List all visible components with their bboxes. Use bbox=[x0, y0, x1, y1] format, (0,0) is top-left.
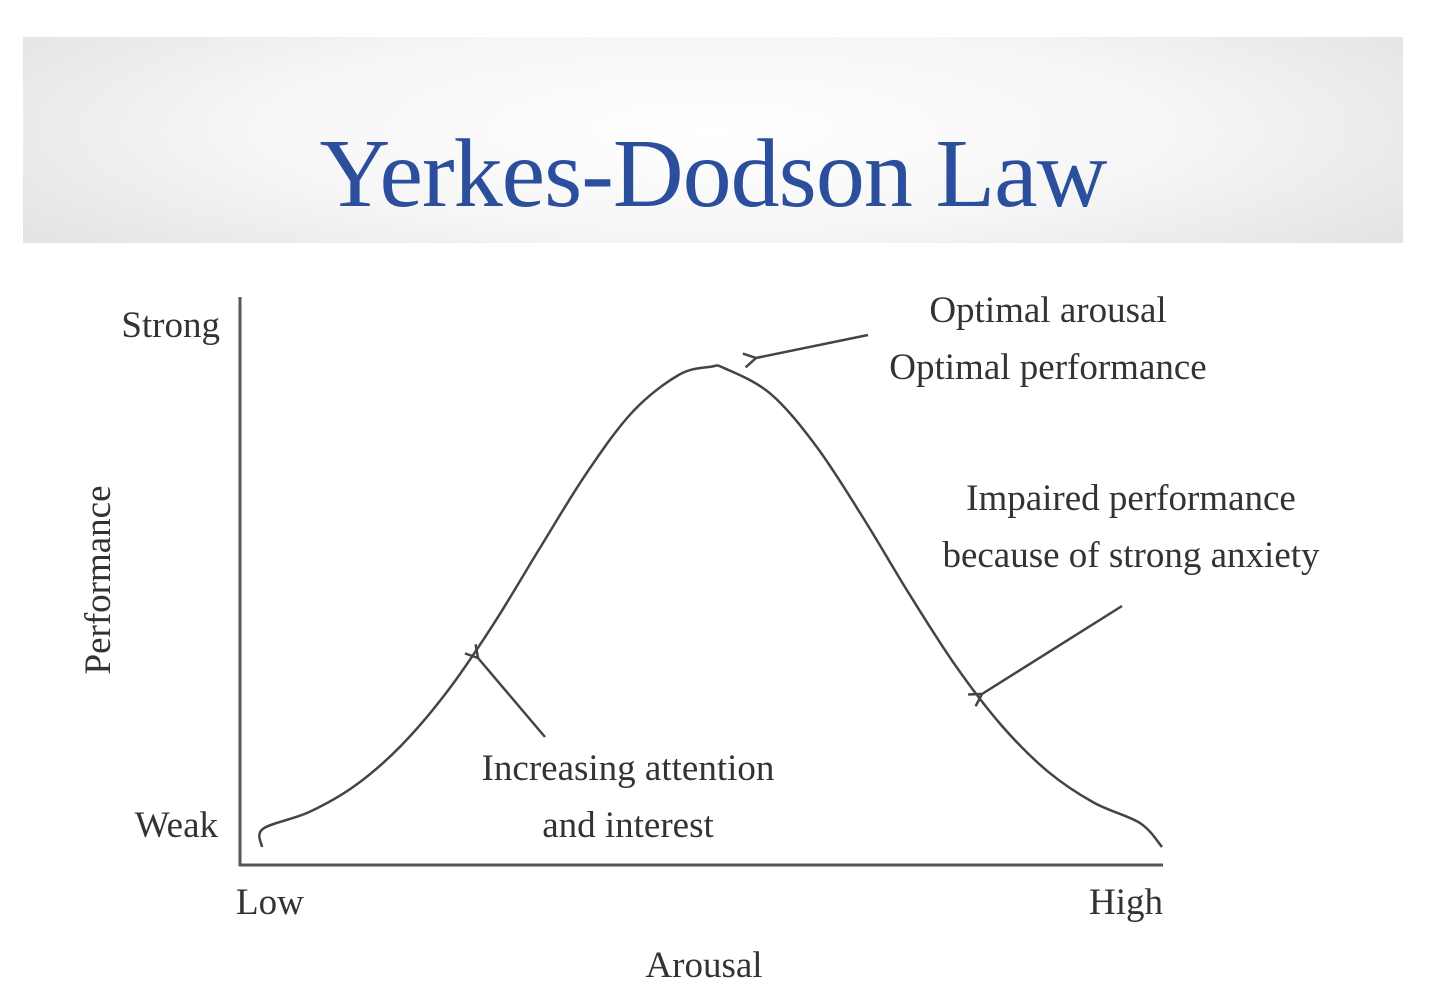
annotation-increasing-1: Increasing attention bbox=[482, 748, 775, 789]
title-banner: Yerkes-Dodson Law bbox=[23, 37, 1403, 243]
x-tick-low: Low bbox=[236, 882, 304, 923]
annotation-optimal-2: Optimal performance bbox=[889, 347, 1206, 388]
performance-curve bbox=[258, 364, 1163, 848]
annotation-optimal-1: Optimal arousal bbox=[929, 290, 1166, 331]
arrow-increasing bbox=[478, 658, 546, 738]
y-tick-weak: Weak bbox=[135, 805, 219, 846]
annotation-impaired-1: Impaired performance bbox=[966, 478, 1296, 519]
arrow-optimal bbox=[756, 333, 869, 358]
y-axis-label: Performance bbox=[78, 485, 119, 674]
y-tick-strong: Strong bbox=[121, 305, 220, 346]
annotation-increasing-2: and interest bbox=[542, 805, 714, 846]
x-tick-high: High bbox=[1089, 882, 1164, 923]
chart-title: Yerkes-Dodson Law bbox=[319, 120, 1108, 228]
arrow-impaired bbox=[982, 604, 1123, 694]
annotation-impaired-2: because of strong anxiety bbox=[942, 535, 1320, 576]
x-axis-label: Arousal bbox=[645, 945, 762, 986]
